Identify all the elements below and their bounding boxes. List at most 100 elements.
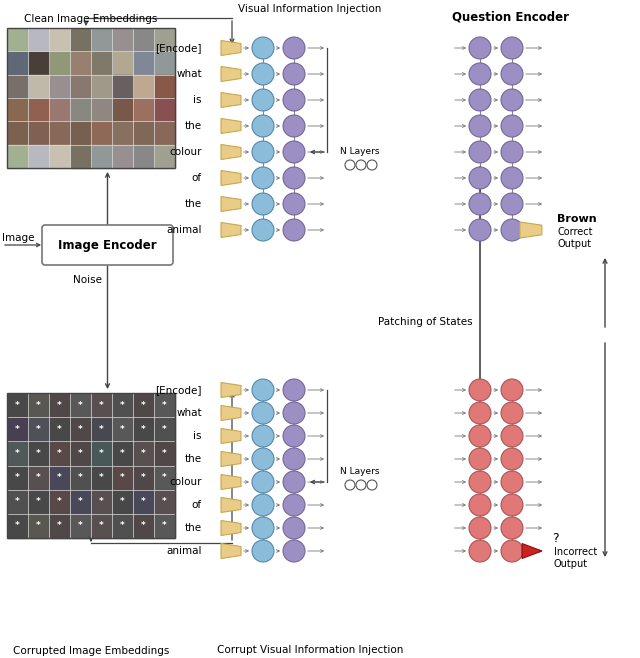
- Text: *: *: [162, 521, 167, 530]
- Circle shape: [283, 89, 305, 111]
- Text: *: *: [120, 401, 125, 409]
- Circle shape: [283, 425, 305, 447]
- Circle shape: [345, 480, 355, 490]
- Text: the: the: [185, 121, 202, 131]
- Bar: [29, 145, 49, 168]
- Text: *: *: [162, 401, 167, 409]
- Circle shape: [283, 448, 305, 470]
- Bar: [113, 418, 132, 441]
- Text: *: *: [15, 425, 20, 434]
- Polygon shape: [221, 197, 241, 211]
- Circle shape: [367, 480, 377, 490]
- Bar: [8, 28, 28, 51]
- Bar: [29, 75, 49, 97]
- Circle shape: [501, 448, 523, 470]
- Circle shape: [252, 115, 274, 137]
- Circle shape: [252, 219, 274, 241]
- Circle shape: [469, 471, 491, 493]
- Text: of: of: [192, 500, 202, 510]
- Bar: [70, 99, 90, 121]
- Text: [Encode]: [Encode]: [156, 43, 202, 53]
- Polygon shape: [221, 382, 241, 397]
- Bar: [154, 418, 175, 441]
- Text: *: *: [141, 401, 146, 409]
- Text: N Layers: N Layers: [340, 467, 380, 476]
- Bar: [8, 490, 28, 513]
- Circle shape: [345, 160, 355, 170]
- Bar: [29, 442, 49, 465]
- Circle shape: [469, 167, 491, 189]
- Circle shape: [501, 402, 523, 424]
- Bar: [113, 99, 132, 121]
- Circle shape: [283, 167, 305, 189]
- Bar: [134, 122, 154, 144]
- Text: *: *: [57, 497, 62, 506]
- Text: Incorrect
Output: Incorrect Output: [554, 547, 597, 569]
- Text: *: *: [57, 425, 62, 434]
- Text: *: *: [78, 425, 83, 434]
- Text: Patching of States: Patching of States: [378, 317, 472, 327]
- Circle shape: [283, 540, 305, 562]
- Circle shape: [252, 448, 274, 470]
- Polygon shape: [221, 118, 241, 134]
- Polygon shape: [221, 66, 241, 82]
- Circle shape: [356, 480, 366, 490]
- Bar: [113, 28, 132, 51]
- Text: Corrupt Visual Information Injection: Corrupt Visual Information Injection: [217, 645, 403, 655]
- Bar: [154, 99, 175, 121]
- Bar: [92, 99, 111, 121]
- Circle shape: [469, 115, 491, 137]
- Circle shape: [469, 37, 491, 59]
- Text: *: *: [120, 521, 125, 530]
- Circle shape: [283, 141, 305, 163]
- Bar: [113, 52, 132, 74]
- Circle shape: [252, 379, 274, 401]
- Bar: [92, 490, 111, 513]
- Circle shape: [469, 402, 491, 424]
- Bar: [29, 28, 49, 51]
- Circle shape: [501, 89, 523, 111]
- Circle shape: [252, 141, 274, 163]
- Bar: [70, 418, 90, 441]
- Bar: [113, 442, 132, 465]
- Circle shape: [283, 115, 305, 137]
- Circle shape: [501, 219, 523, 241]
- Text: colour: colour: [170, 477, 202, 487]
- Bar: [92, 122, 111, 144]
- Bar: [154, 75, 175, 97]
- Circle shape: [501, 471, 523, 493]
- Circle shape: [469, 193, 491, 215]
- Bar: [49, 122, 70, 144]
- Text: what: what: [177, 408, 202, 418]
- Polygon shape: [221, 451, 241, 467]
- Circle shape: [469, 517, 491, 539]
- Text: the: the: [185, 199, 202, 209]
- Text: *: *: [36, 497, 41, 506]
- Text: *: *: [162, 497, 167, 506]
- Polygon shape: [221, 145, 241, 159]
- Polygon shape: [221, 520, 241, 536]
- Polygon shape: [221, 41, 241, 55]
- Bar: [134, 418, 154, 441]
- Bar: [92, 52, 111, 74]
- Text: *: *: [99, 401, 104, 409]
- Circle shape: [252, 425, 274, 447]
- Text: *: *: [15, 497, 20, 506]
- Text: the: the: [185, 523, 202, 533]
- Circle shape: [469, 141, 491, 163]
- Circle shape: [283, 402, 305, 424]
- Bar: [49, 145, 70, 168]
- Bar: [92, 442, 111, 465]
- Text: *: *: [120, 449, 125, 458]
- Text: *: *: [15, 401, 20, 409]
- Circle shape: [283, 471, 305, 493]
- Bar: [8, 75, 28, 97]
- Bar: [134, 466, 154, 489]
- Bar: [70, 52, 90, 74]
- Bar: [8, 145, 28, 168]
- Text: Corrupted Image Embeddings: Corrupted Image Embeddings: [13, 646, 169, 656]
- Text: *: *: [15, 473, 20, 482]
- Text: *: *: [57, 473, 62, 482]
- Circle shape: [469, 540, 491, 562]
- Bar: [70, 442, 90, 465]
